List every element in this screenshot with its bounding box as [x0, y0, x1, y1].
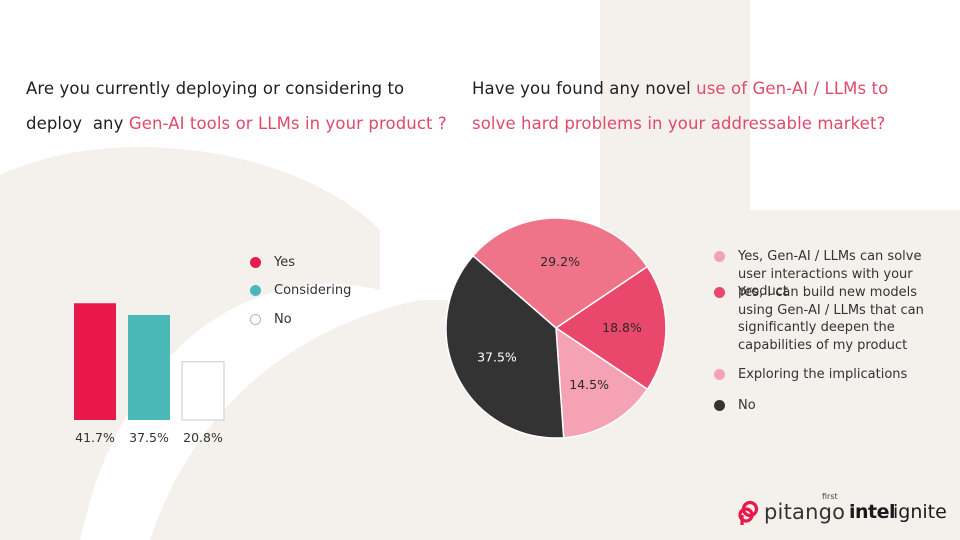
pie-legend-item-2: Yes, I can build new models using Gen-AI… — [714, 284, 954, 366]
bar-legend-item-considering: Considering — [250, 277, 351, 306]
pie-slice-3 — [555, 326, 649, 439]
question-right-title: Have you found any novel use of Gen-AI /… — [472, 71, 932, 141]
pie-legend-item-3: Exploring the implications — [714, 366, 954, 397]
pitango-first-label: first — [822, 492, 838, 501]
bar-legend-label-yes: Yes — [274, 254, 295, 270]
bar-considering — [128, 315, 170, 420]
pie-slice-4 — [445, 254, 565, 439]
question-left-title: Are you currently deploying or consideri… — [26, 71, 456, 141]
pie-label-3: 14.5% — [569, 377, 609, 392]
pie-legend-dot-2 — [714, 287, 725, 298]
pie-legend-label-4: No — [738, 398, 756, 413]
bar-no — [181, 361, 225, 421]
bar-legend-label-considering: Considering — [274, 283, 352, 299]
bar-legend-label-no: No — [274, 311, 292, 327]
question-right-highlight-2: solve hard problems in your addressable … — [472, 114, 886, 133]
intel-wordmark: intel — [849, 501, 896, 523]
ignite-wordmark: ignite — [893, 501, 947, 523]
pie-legend-label-1: Yes, Gen-AI / LLMs can solve user intera… — [738, 249, 922, 299]
pie-slice-1 — [471, 217, 649, 329]
question-right-highlight-1: use of Gen-AI / LLMs to — [696, 79, 889, 98]
pie-label-2: 18.8% — [602, 320, 642, 335]
bar-legend: Yes Considering No — [250, 248, 351, 334]
pie-legend-dot-3 — [714, 369, 725, 380]
question-left-line2: deploy any — [26, 114, 129, 133]
bar-legend-item-no: No — [250, 305, 351, 334]
question-right-line1: Have you found any novel — [472, 79, 697, 98]
pie-legend-label-3: Exploring the implications — [738, 367, 908, 382]
pie-slice-2 — [554, 265, 667, 391]
bar-legend-item-yes: Yes — [250, 248, 351, 277]
bar-label-considering: 37.5% — [129, 430, 169, 445]
footer-logos: pitango first intel ignite — [736, 492, 948, 530]
pie-legend-item-1: Yes, Gen-AI / LLMs can solve user intera… — [714, 248, 954, 299]
pitango-wordmark: pitango — [764, 500, 846, 524]
pie-label-1: 29.2% — [540, 254, 580, 269]
bar-label-yes: 41.7% — [75, 430, 115, 445]
bar-label-no: 20.8% — [183, 430, 223, 445]
question-left-highlight: Gen-AI tools or LLMs in your product ? — [128, 114, 447, 133]
bar-yes — [74, 303, 116, 420]
pie-legend: Yes, Gen-AI / LLMs can solve user intera… — [714, 248, 954, 415]
pie-label-4: 37.5% — [477, 349, 517, 364]
pitango-logo-icon — [738, 500, 759, 525]
pie-legend-label-2: Yes, I can build new models using Gen-AI… — [738, 285, 924, 353]
question-left-line1: Are you currently deploying or consideri… — [26, 79, 405, 98]
bar-legend-dot-yes — [250, 256, 261, 268]
pie-legend-dot-1 — [714, 251, 725, 262]
pie-legend-dot-4 — [714, 400, 725, 411]
bar-legend-dot-no — [250, 313, 261, 325]
bar-legend-dot-considering — [250, 285, 261, 297]
pie-legend-item-4: No — [714, 397, 954, 415]
